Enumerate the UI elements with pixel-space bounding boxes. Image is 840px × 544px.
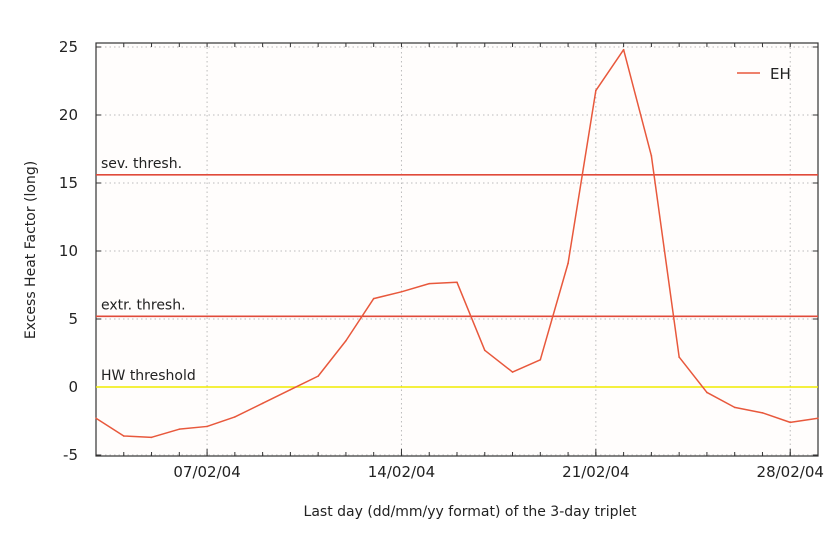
data-point — [122, 435, 125, 437]
y-tick-label: 5 — [68, 310, 78, 328]
data-point — [95, 417, 97, 420]
threshold-label: extr. thresh. — [101, 297, 186, 313]
data-point — [317, 375, 319, 377]
data-point — [456, 281, 458, 284]
y-tick-label: 20 — [59, 106, 78, 124]
thresholds: sev. thresh. extr. thresh. HW threshold — [96, 156, 818, 388]
y-tick-label: 15 — [59, 174, 78, 192]
ticks: -5 0 5 10 15 20 25 07/02/04 14/02/04 21/02/04 28/0… — [59, 38, 824, 481]
threshold-label: sev. thresh. — [101, 156, 182, 172]
data-point — [678, 356, 680, 358]
data-point — [817, 417, 819, 420]
data-point — [234, 416, 236, 418]
data-point — [428, 282, 431, 285]
series — [95, 48, 819, 439]
x-tick-label: 07/02/04 — [173, 463, 240, 481]
data-point — [206, 425, 208, 428]
data-point — [595, 89, 597, 92]
y-tick-label: 0 — [68, 378, 78, 396]
data-point — [567, 262, 569, 265]
x-axis-label: Last day (dd/mm/yy format) of the 3-day … — [304, 504, 637, 520]
x-tick-label: 14/02/04 — [368, 463, 435, 481]
legend-label-eh: EH — [770, 65, 791, 83]
data-point — [400, 291, 403, 293]
data-point — [789, 421, 792, 424]
y-axis-label: Excess Heat Factor (long) — [23, 161, 39, 339]
y-tick-label: 25 — [59, 38, 78, 56]
y-tick-label: -5 — [63, 446, 78, 464]
data-point — [733, 406, 736, 409]
data-point — [622, 48, 625, 51]
x-tick-label: 28/02/04 — [757, 463, 824, 481]
data-point — [483, 349, 486, 352]
threshold-label: HW threshold — [101, 368, 196, 384]
data-point — [650, 155, 653, 157]
data-point — [178, 428, 181, 430]
legend: EH — [737, 65, 791, 83]
x-tick-label: 21/02/04 — [562, 463, 629, 481]
y-tick-label: 10 — [59, 242, 78, 260]
data-point — [706, 391, 708, 394]
data-point — [345, 339, 347, 342]
data-point — [289, 388, 292, 391]
data-point — [539, 359, 542, 361]
data-point — [761, 412, 764, 414]
data-point — [150, 436, 153, 439]
data-point — [261, 402, 264, 405]
data-point — [511, 371, 514, 373]
data-point — [372, 297, 375, 300]
